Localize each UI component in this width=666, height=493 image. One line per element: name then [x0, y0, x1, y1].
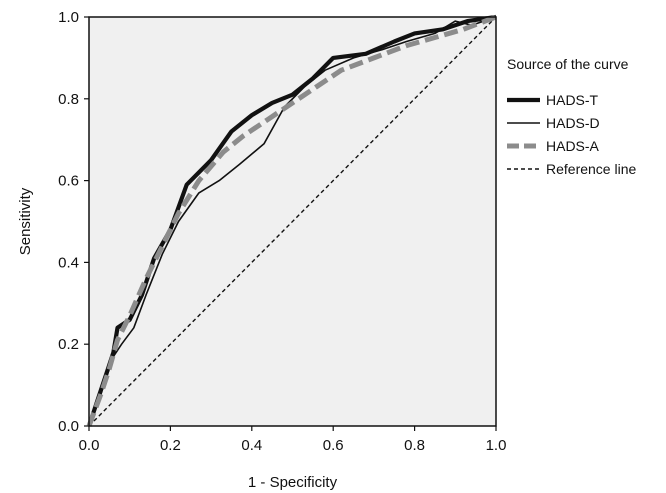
axis-ticks: 0.0 0.2 0.4 0.6 0.8 1.0 0.0 0.2 0.4 0.6 0.8 1.0	[58, 9, 506, 454]
x-tick-label: 0.2	[160, 437, 181, 454]
series-line-hads-d	[88, 16, 497, 427]
series-line-hads-t	[87, 14, 497, 427]
series-layer	[86, 14, 497, 427]
legend-title: Source of the curve	[507, 56, 629, 72]
y-tick-label: 0.0	[58, 418, 79, 435]
y-tick-label: 0.4	[58, 254, 79, 271]
legend-label: HADS-D	[546, 115, 600, 131]
legend: Source of the curve HADS-T HADS-D HADS-A Re…	[507, 56, 636, 177]
plot-frame	[88, 16, 497, 427]
y-tick-label: 0.6	[58, 173, 79, 190]
x-tick-label: 0.4	[241, 437, 262, 454]
y-tick-label: 0.2	[58, 336, 79, 353]
y-tick-label: 0.8	[58, 91, 79, 108]
legend-label: HADS-T	[546, 92, 599, 108]
series-line-reference-line	[88, 16, 497, 427]
y-axis-title: Sensitivity	[17, 187, 34, 255]
y-tick-label: 1.0	[58, 9, 79, 26]
x-tick-label: 0.0	[79, 437, 100, 454]
legend-label: HADS-A	[546, 138, 600, 154]
x-tick-label: 0.8	[404, 437, 425, 454]
legend-label: Reference line	[546, 161, 636, 177]
x-axis-title: 1 - Specificity	[248, 474, 338, 491]
x-tick-label: 1.0	[486, 437, 507, 454]
series-line-hads-a	[86, 14, 497, 427]
x-tick-label: 0.6	[323, 437, 344, 454]
